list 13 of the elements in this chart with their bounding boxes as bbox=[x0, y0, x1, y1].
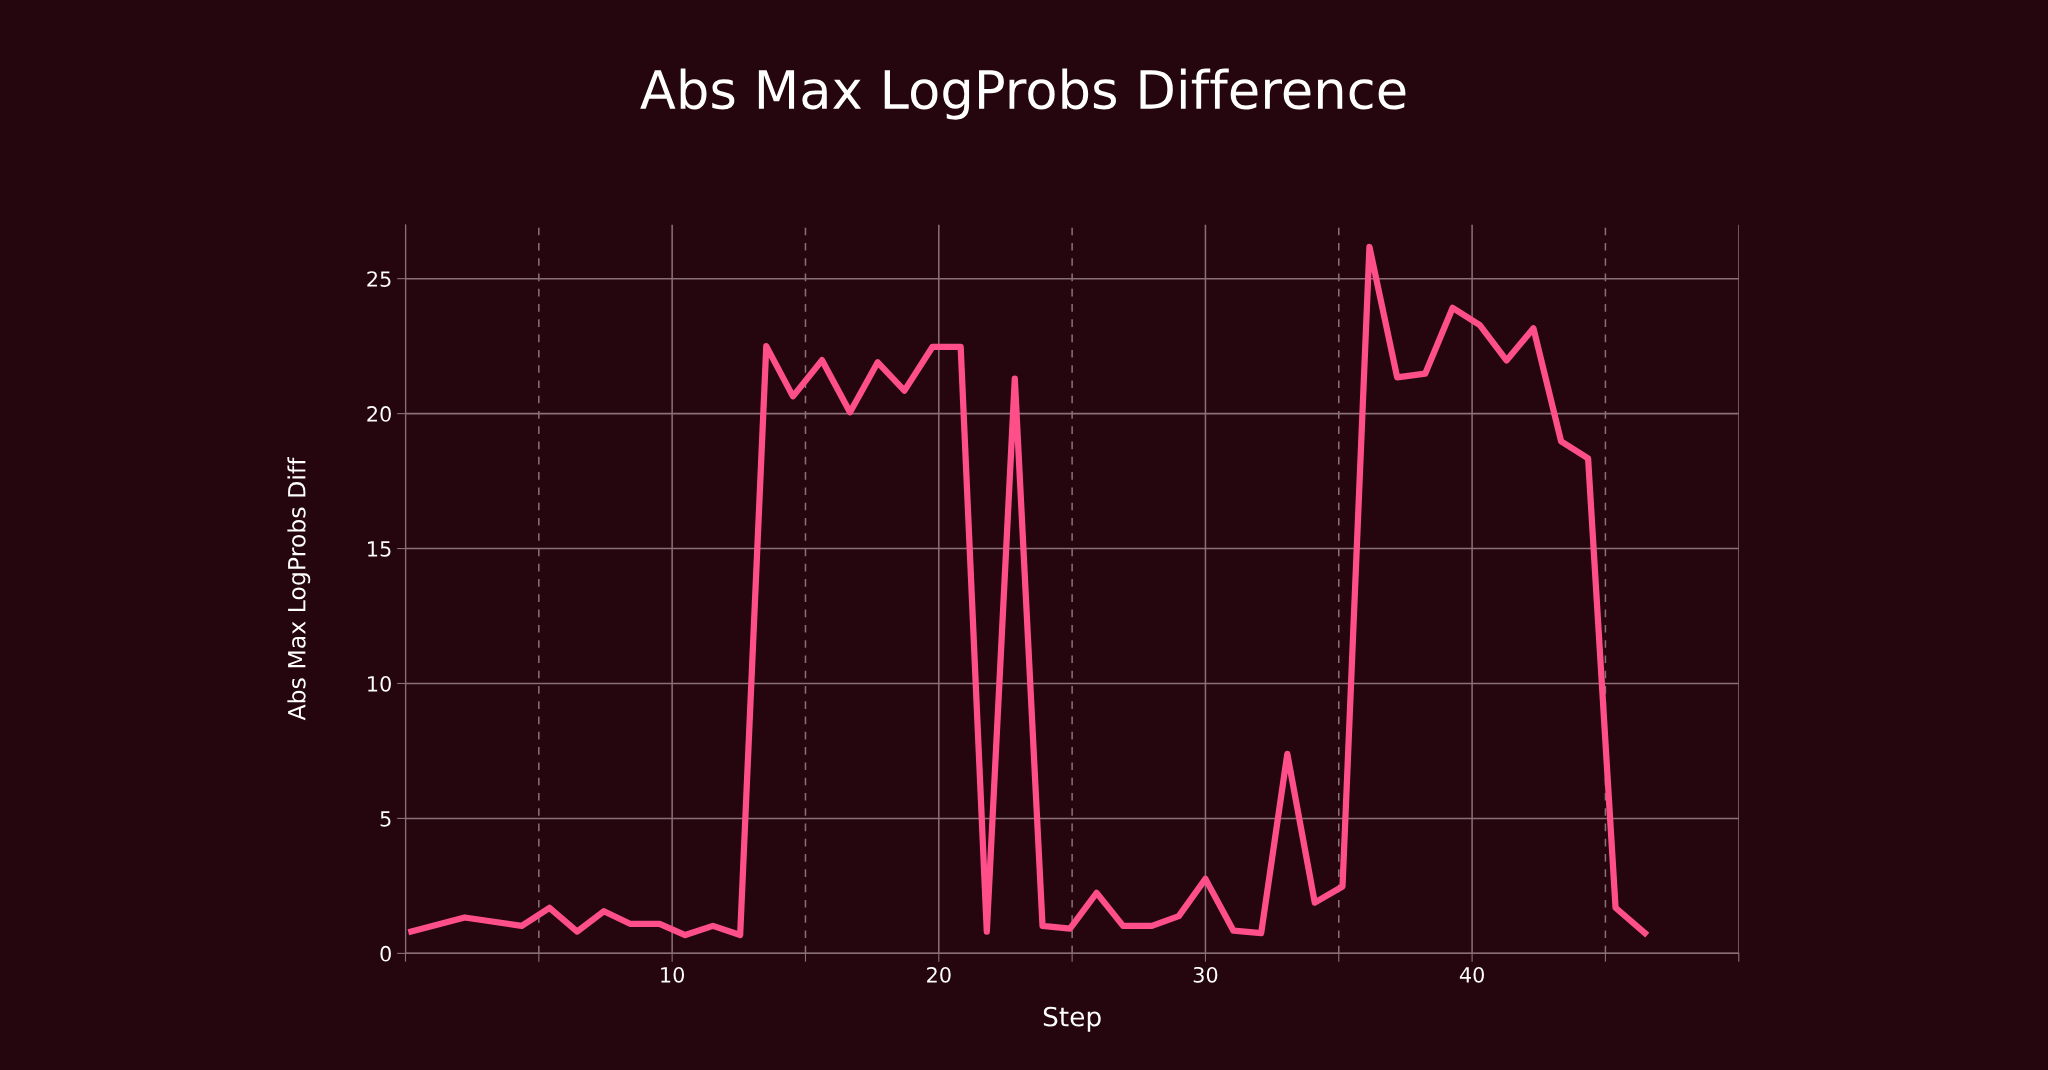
x-tick-label: 40 bbox=[1459, 966, 1484, 983]
x-tick-label: 10 bbox=[661, 966, 685, 983]
x-axis-title: Step bbox=[1043, 1006, 1101, 1032]
y-tick-label: 15 bbox=[368, 541, 391, 557]
y-axis-title: Abs Max LogProbs Diff bbox=[287, 457, 311, 721]
chart-title: Abs Max LogProbs Difference bbox=[640, 68, 1406, 120]
y-tick-label: 5 bbox=[380, 811, 391, 827]
y-tick-label: 0 bbox=[380, 945, 391, 962]
x-tick-label: 20 bbox=[927, 966, 951, 983]
y-tick-label: 10 bbox=[368, 675, 391, 692]
x-tick-label: 30 bbox=[1193, 966, 1218, 983]
y-tick-label: 20 bbox=[367, 406, 391, 422]
y-tick-label: 25 bbox=[367, 271, 391, 287]
